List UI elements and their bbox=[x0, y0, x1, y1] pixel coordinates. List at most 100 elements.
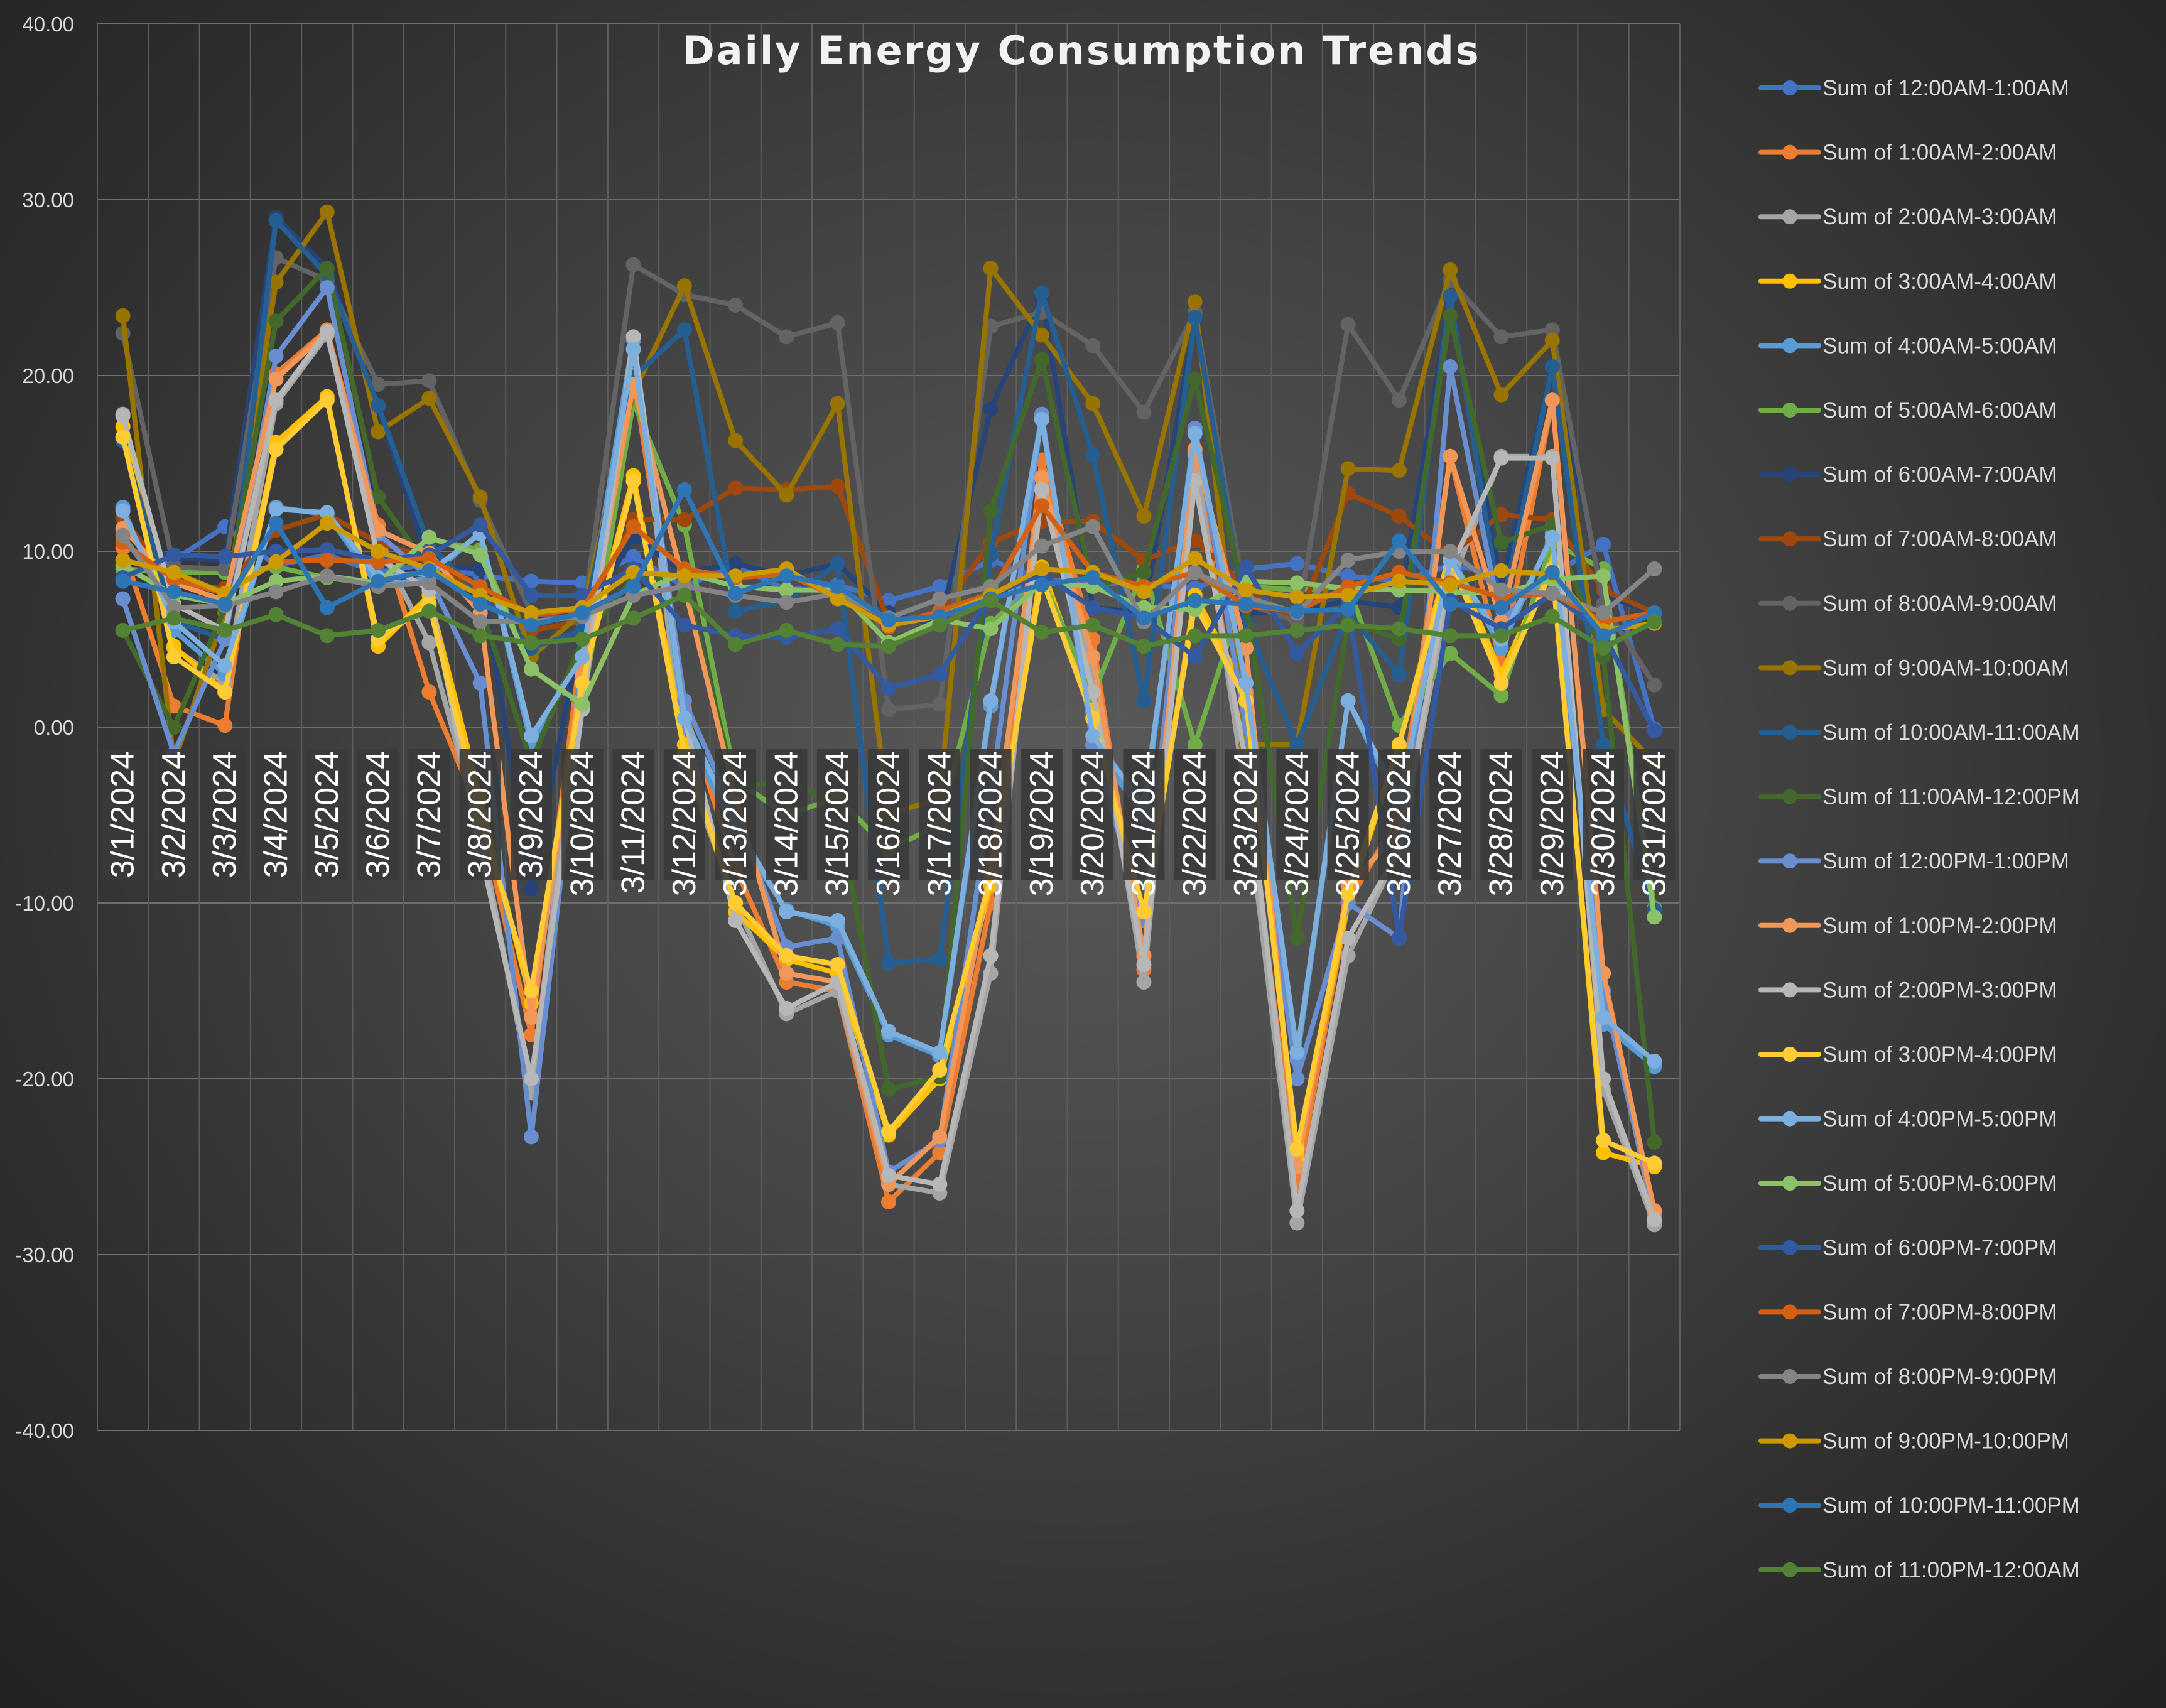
data-point bbox=[523, 588, 539, 603]
data-point bbox=[523, 1129, 539, 1145]
data-point bbox=[575, 696, 590, 712]
data-point bbox=[115, 308, 131, 323]
data-point bbox=[932, 667, 948, 682]
data-point bbox=[1596, 628, 1611, 644]
data-point bbox=[1085, 600, 1101, 615]
legend-item: Sum of 11:00AM-12:00PM bbox=[1758, 785, 2080, 809]
data-point bbox=[472, 597, 488, 612]
data-point bbox=[1647, 909, 1662, 925]
data-point bbox=[1391, 392, 1407, 408]
x-tick-label: 3/11/2024 bbox=[615, 751, 652, 894]
data-point bbox=[371, 424, 386, 440]
data-point bbox=[1391, 573, 1407, 589]
data-point bbox=[1136, 404, 1152, 420]
data-point bbox=[1187, 551, 1203, 566]
data-point bbox=[1443, 597, 1458, 612]
data-point bbox=[728, 433, 744, 448]
data-point bbox=[1340, 316, 1356, 332]
legend: Sum of 12:00AM-1:00AM Sum of 1:00AM-2:00A… bbox=[1758, 76, 2080, 1582]
x-tick-label: 3/21/2024 bbox=[1125, 751, 1162, 896]
data-point bbox=[268, 313, 284, 329]
data-point bbox=[1493, 563, 1509, 578]
data-point bbox=[472, 628, 488, 644]
data-point bbox=[1238, 559, 1254, 575]
x-tick-label: 3/10/2024 bbox=[564, 751, 600, 896]
data-point bbox=[1391, 463, 1407, 478]
data-point bbox=[1544, 586, 1560, 602]
data-point bbox=[1085, 649, 1101, 664]
data-point bbox=[472, 547, 488, 563]
legend-swatch-marker bbox=[1782, 1369, 1797, 1384]
legend-label: Sum of 3:00PM-4:00PM bbox=[1822, 1042, 2057, 1067]
x-tick-label-bg bbox=[970, 749, 1012, 880]
data-point bbox=[1034, 577, 1049, 593]
data-point bbox=[676, 711, 692, 726]
x-tick-label-bg bbox=[153, 749, 195, 880]
data-point bbox=[932, 696, 948, 712]
x-tick-label-bg bbox=[816, 749, 858, 880]
data-point bbox=[472, 614, 488, 629]
data-point bbox=[1596, 1145, 1611, 1160]
data-point bbox=[1136, 565, 1152, 580]
legend-item: Sum of 5:00AM-6:00AM bbox=[1758, 398, 2057, 423]
y-tick-label: -10.00 bbox=[15, 892, 74, 915]
data-point bbox=[1443, 577, 1458, 593]
x-tick-label: 3/2/2024 bbox=[156, 751, 192, 878]
data-point bbox=[1544, 565, 1560, 580]
x-tick-label: 3/9/2024 bbox=[513, 751, 550, 878]
data-point bbox=[1391, 533, 1407, 549]
x-tick-label-bg bbox=[357, 749, 399, 880]
data-point bbox=[166, 600, 181, 615]
data-point bbox=[932, 591, 948, 607]
data-point bbox=[932, 1129, 948, 1145]
x-tick-label-bg bbox=[1480, 749, 1522, 880]
data-point bbox=[1289, 1215, 1305, 1231]
legend-label: Sum of 12:00AM-1:00AM bbox=[1822, 76, 2069, 100]
data-point bbox=[421, 684, 437, 700]
data-point bbox=[268, 274, 284, 290]
x-tick-label: 3/23/2024 bbox=[1228, 751, 1264, 896]
x-tick-label: 3/28/2024 bbox=[1483, 751, 1519, 896]
x-tick-label: 3/13/2024 bbox=[717, 751, 754, 896]
x-tick-label-bg bbox=[1225, 749, 1267, 880]
data-point bbox=[728, 637, 744, 652]
data-point bbox=[932, 617, 948, 633]
data-point bbox=[779, 595, 794, 610]
legend-swatch-marker bbox=[1782, 1433, 1797, 1449]
data-point bbox=[779, 329, 794, 345]
x-tick-label: 3/8/2024 bbox=[462, 751, 499, 878]
data-point bbox=[1289, 1203, 1305, 1218]
data-point bbox=[676, 512, 692, 527]
data-point bbox=[932, 1062, 948, 1078]
data-point bbox=[881, 639, 896, 654]
legend-label: Sum of 4:00PM-5:00PM bbox=[1822, 1107, 2057, 1132]
data-point bbox=[779, 582, 794, 598]
data-point bbox=[115, 591, 131, 607]
data-point bbox=[371, 397, 386, 413]
data-point bbox=[268, 213, 284, 229]
legend-swatch-marker bbox=[1782, 209, 1797, 225]
data-point bbox=[1340, 588, 1356, 603]
data-point bbox=[268, 392, 284, 408]
data-point bbox=[625, 473, 641, 489]
legend-label: Sum of 10:00AM-11:00AM bbox=[1822, 720, 2080, 745]
data-point bbox=[1085, 519, 1101, 534]
x-tick-label: 3/31/2024 bbox=[1636, 751, 1672, 896]
data-point bbox=[575, 649, 590, 664]
data-point bbox=[166, 649, 181, 664]
data-point bbox=[472, 676, 488, 691]
data-point bbox=[830, 621, 845, 637]
y-tick-label: 30.00 bbox=[22, 188, 74, 212]
data-point bbox=[881, 1168, 896, 1183]
legend-item: Sum of 11:00PM-12:00AM bbox=[1758, 1558, 2080, 1582]
data-point bbox=[676, 482, 692, 497]
data-point bbox=[319, 392, 335, 408]
data-point bbox=[1034, 498, 1049, 514]
legend-label: Sum of 5:00AM-6:00AM bbox=[1822, 398, 2057, 423]
x-tick-label-bg bbox=[1174, 749, 1216, 880]
data-point bbox=[319, 568, 335, 584]
data-point bbox=[319, 324, 335, 339]
data-point bbox=[1238, 676, 1254, 691]
data-point bbox=[1391, 632, 1407, 647]
data-point bbox=[268, 349, 284, 364]
